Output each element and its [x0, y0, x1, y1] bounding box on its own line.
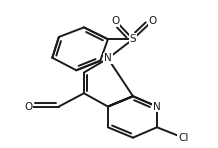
Text: O: O — [111, 16, 120, 26]
Text: O: O — [24, 102, 32, 112]
Text: Cl: Cl — [178, 133, 188, 143]
Text: O: O — [148, 16, 157, 26]
Text: N: N — [153, 102, 161, 112]
Text: S: S — [130, 34, 136, 44]
Text: N: N — [104, 53, 112, 63]
